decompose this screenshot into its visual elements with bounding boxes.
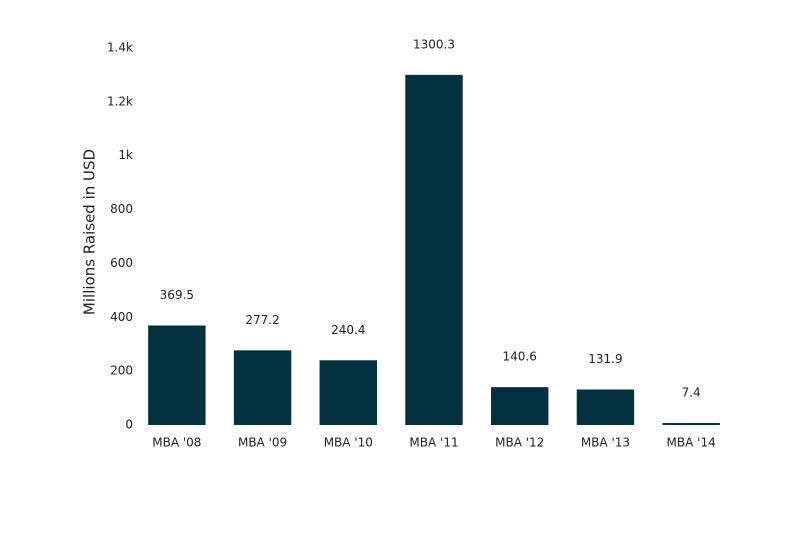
- x-tick-label: MBA '10: [324, 436, 373, 450]
- bar: [148, 325, 206, 425]
- bar: [662, 423, 720, 425]
- value-label: 277.2: [245, 313, 279, 327]
- value-label: 131.9: [588, 352, 622, 366]
- x-tick-label: MBA '08: [152, 436, 201, 450]
- y-tick-label: 1.4k: [107, 41, 133, 55]
- y-tick-label: 0: [125, 418, 133, 432]
- bar: [491, 387, 549, 425]
- x-tick-label: MBA '13: [581, 436, 630, 450]
- y-tick-label: 400: [110, 310, 133, 324]
- bar: [319, 360, 377, 425]
- bar: [405, 74, 463, 426]
- y-tick-label: 800: [110, 202, 133, 216]
- y-axis-title: Millions Raised in USD: [81, 149, 99, 315]
- x-tick-label: MBA '09: [238, 436, 287, 450]
- value-label: 240.4: [331, 323, 365, 337]
- bar: [576, 389, 635, 425]
- x-tick-label: MBA '11: [409, 436, 458, 450]
- value-label: 1300.3: [413, 37, 455, 51]
- y-tick-label: 200: [110, 364, 133, 378]
- y-tick-label: 1k: [118, 148, 133, 162]
- y-tick-label: 600: [110, 256, 133, 270]
- x-tick-label: MBA '12: [495, 436, 544, 450]
- value-label: 7.4: [682, 386, 701, 400]
- value-label: 140.6: [503, 350, 537, 364]
- y-tick-label: 1.2k: [107, 94, 133, 108]
- value-label: 369.5: [160, 288, 194, 302]
- bar: [233, 350, 292, 425]
- x-tick-label: MBA '14: [667, 436, 716, 450]
